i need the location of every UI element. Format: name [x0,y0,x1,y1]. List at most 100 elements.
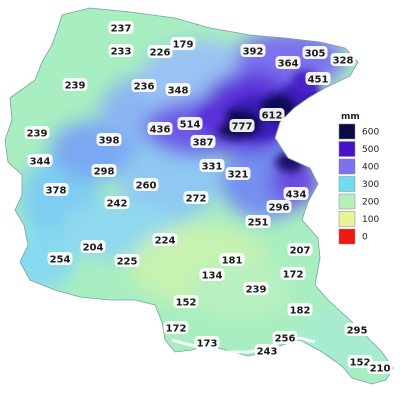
station-value-label: 387 [190,135,216,149]
svg-text:172: 172 [283,270,304,281]
station-value-label: 364 [275,56,301,70]
svg-text:331: 331 [202,162,223,173]
svg-text:236: 236 [134,82,155,93]
svg-text:233: 233 [111,47,132,58]
legend-label: 300 [362,180,379,190]
station-value-label: 207 [287,243,313,257]
svg-text:226: 226 [150,48,171,59]
svg-text:179: 179 [173,40,194,51]
svg-text:256: 256 [275,334,296,345]
station-value-label: 378 [43,183,69,197]
station-value-label: 172 [280,267,306,281]
station-value-label: 348 [165,83,191,97]
station-value-label: 256 [272,331,298,345]
station-value-label: 243 [254,344,280,358]
svg-text:305: 305 [305,49,326,60]
svg-text:272: 272 [186,194,207,205]
svg-text:207: 207 [290,246,311,257]
legend-label: 100 [362,215,379,225]
legend-label: 600 [362,128,379,138]
svg-text:224: 224 [155,236,176,247]
station-value-label: 239 [24,126,50,140]
svg-text:239: 239 [246,285,267,296]
svg-text:210: 210 [370,364,391,375]
station-value-label: 331 [199,159,225,173]
svg-text:260: 260 [136,181,157,192]
station-value-label: 233 [108,44,134,58]
svg-text:182: 182 [290,306,311,317]
station-value-label: 436 [147,122,173,136]
station-value-label: 236 [131,79,157,93]
station-value-label: 514 [177,117,203,131]
station-value-label: 210 [367,361,393,375]
station-value-label: 204 [80,240,106,254]
station-value-label: 612 [259,108,285,122]
station-value-label: 242 [104,196,130,210]
station-value-label: 239 [62,78,88,92]
station-value-label: 173 [194,336,220,350]
station-value-label: 224 [152,233,178,247]
svg-text:612: 612 [262,111,283,122]
svg-text:378: 378 [46,186,67,197]
station-value-label: 152 [347,355,373,369]
svg-text:398: 398 [99,136,120,147]
legend-swatch [338,193,356,210]
station-value-label: 298 [91,164,117,178]
station-value-label: 254 [47,252,73,266]
station-value-label: 328 [330,53,356,67]
legend: mm 600 500 400 300 200 100 0 [338,112,379,245]
station-value-label: 152 [173,295,199,309]
station-value-label: 134 [199,268,225,282]
legend-unit-label: mm [341,112,360,122]
station-value-label: 451 [305,72,331,86]
station-value-label: 226 [147,45,173,59]
svg-text:254: 254 [50,255,71,266]
svg-text:239: 239 [65,81,86,92]
svg-text:251: 251 [248,218,269,229]
svg-text:328: 328 [333,56,354,67]
svg-text:392: 392 [243,47,264,58]
svg-text:298: 298 [94,167,115,178]
station-value-label: 239 [243,282,269,296]
station-value-label: 296 [266,200,292,214]
svg-text:134: 134 [202,271,223,282]
svg-text:173: 173 [197,339,218,350]
svg-text:387: 387 [193,138,214,149]
svg-text:451: 451 [308,75,329,86]
svg-text:348: 348 [168,86,189,97]
svg-text:434: 434 [286,190,307,201]
legend-label: 500 [362,145,379,155]
station-value-label: 237 [108,21,134,35]
station-value-label: 305 [302,46,328,60]
station-value-label: 321 [225,167,251,181]
legend-swatch [338,228,356,245]
svg-text:237: 237 [111,24,132,35]
svg-text:364: 364 [278,59,299,70]
station-value-label: 225 [114,254,140,268]
svg-text:514: 514 [180,120,201,131]
station-value-label: 181 [219,253,245,267]
station-value-label: 344 [27,154,53,168]
svg-text:344: 344 [30,157,51,168]
station-value-label: 172 [163,321,189,335]
legend-label: 200 [362,198,379,208]
legend-swatch [338,158,356,175]
station-value-label: 392 [240,44,266,58]
station-value-label: 251 [245,215,271,229]
legend-label: 400 [362,163,379,173]
svg-text:152: 152 [350,358,371,369]
legend-swatch [338,176,356,192]
station-value-label: 260 [133,178,159,192]
svg-text:321: 321 [228,170,249,181]
station-value-label: 182 [287,303,313,317]
svg-text:296: 296 [269,203,290,214]
station-value-label: 434 [283,187,309,201]
svg-text:204: 204 [83,243,104,254]
svg-text:172: 172 [166,324,187,335]
svg-text:777: 777 [232,122,253,133]
svg-text:225: 225 [117,257,138,268]
svg-text:181: 181 [222,256,243,267]
svg-text:152: 152 [176,298,197,309]
